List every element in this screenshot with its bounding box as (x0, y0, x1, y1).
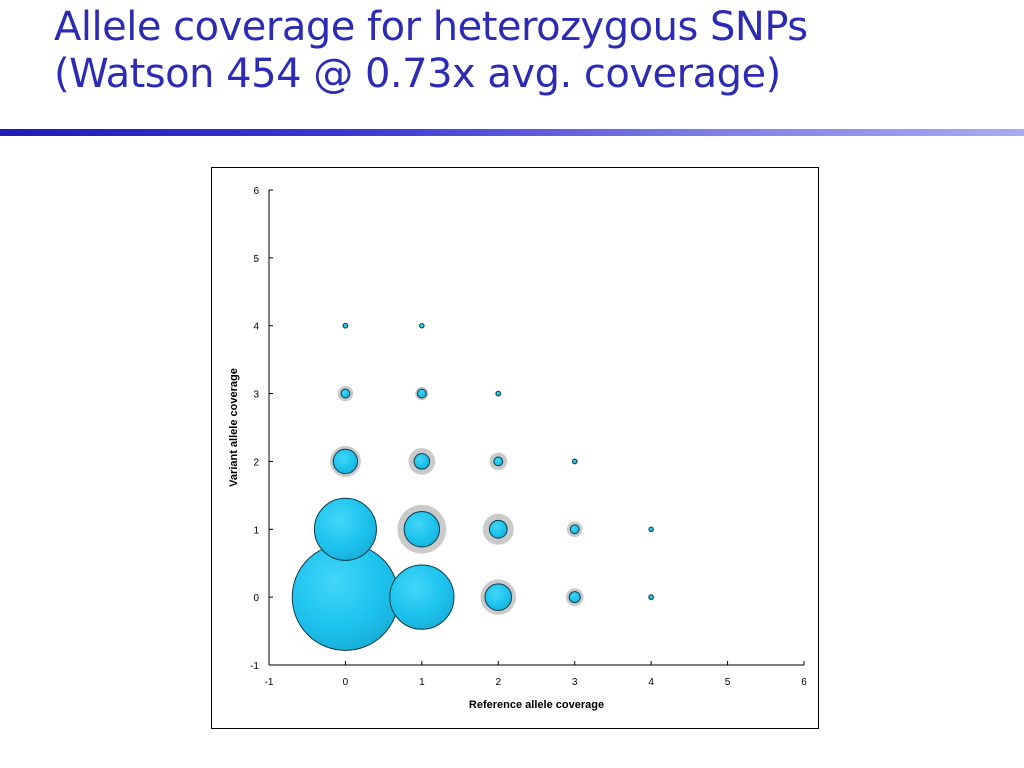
x-tick-label: 1 (419, 677, 425, 688)
title-underline-bar (0, 129, 1024, 136)
bubble-point (416, 388, 427, 399)
bubble-point (568, 591, 581, 604)
bubble-point (648, 526, 654, 533)
bubble-point (571, 458, 578, 465)
y-tick-label: 1 (253, 525, 259, 536)
axes (268, 189, 805, 666)
bubble-point (332, 448, 359, 475)
bubble-point (493, 456, 504, 467)
y-tick-label: 2 (253, 457, 259, 468)
x-tick-label: -1 (265, 677, 274, 688)
bubble-point (340, 388, 351, 399)
bubble-point (648, 594, 654, 600)
x-axis-label: Reference allele coverage (469, 699, 604, 711)
slide-title-line-1: Allele coverage for heterozygous SNPs (54, 4, 808, 50)
bubble-point (495, 390, 502, 397)
bubble-point (488, 519, 508, 539)
y-tick-label: 4 (253, 322, 259, 333)
y-tick-label: 6 (253, 186, 259, 197)
bubble-chart: -1 0 1 2 3 4 5 6 -1 0 1 2 3 4 5 6 Reference allele cov… (228, 186, 808, 711)
bubble-point (413, 453, 431, 470)
slide-title: Allele coverage for heterozygous SNPs (W… (54, 4, 808, 98)
y-tick-label: 3 (253, 390, 259, 401)
bubble-point (419, 322, 425, 329)
bubble-point (484, 583, 513, 611)
x-tick-label: 0 (343, 677, 349, 688)
x-tick-label: 5 (725, 677, 731, 688)
x-tick-label: 6 (801, 677, 807, 688)
slide-title-line-2: (Watson 454 @ 0.73x avg. coverage) (54, 51, 781, 97)
x-tick-labels: -1 0 1 2 3 4 5 6 (265, 677, 808, 688)
x-tick-label: 2 (496, 677, 502, 688)
bubbles (291, 322, 654, 651)
y-tick-labels: -1 0 1 2 3 4 5 6 (250, 186, 259, 672)
x-tick-label: 4 (648, 677, 654, 688)
x-tick-label: 3 (572, 677, 578, 688)
bubble-point (389, 564, 455, 630)
bubble-point (569, 524, 580, 535)
bubble-point (342, 322, 349, 329)
chart-frame: -1 0 1 2 3 4 5 6 -1 0 1 2 3 4 5 6 Reference allele cov… (211, 167, 819, 729)
bubble-point (313, 497, 377, 561)
bubble-point (403, 511, 441, 548)
y-tick-label: -1 (250, 661, 259, 672)
y-tick-label: 0 (253, 593, 259, 604)
y-axis-label: Variant allele coverage (228, 368, 240, 487)
y-tick-label: 5 (253, 254, 259, 265)
